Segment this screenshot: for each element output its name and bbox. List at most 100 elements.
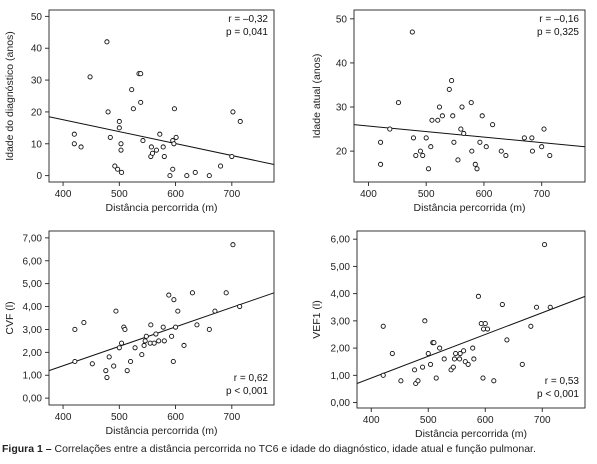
- figure-caption: Figura 1 – Correlações entre a distância…: [2, 443, 596, 455]
- data-point: [175, 308, 181, 314]
- data-point: [446, 86, 452, 92]
- data-point: [143, 333, 149, 339]
- caption-label: Figura 1 –: [2, 443, 52, 455]
- data-point: [115, 166, 121, 172]
- data-point: [378, 161, 384, 167]
- data-point: [503, 152, 509, 159]
- data-point: [119, 340, 125, 346]
- data-point: [139, 352, 145, 358]
- data-point: [395, 100, 402, 106]
- y-tick-label: 30: [336, 103, 348, 114]
- data-point: [142, 338, 148, 344]
- data-point: [89, 361, 95, 367]
- y-tick-label: 4,00: [23, 302, 43, 313]
- x-tick-label: 700: [223, 412, 240, 423]
- x-tick-label: 400: [55, 412, 72, 423]
- x-tick-label: 500: [420, 415, 437, 426]
- data-point: [451, 356, 458, 362]
- x-tick-label: 400: [55, 189, 72, 200]
- data-point: [106, 354, 112, 360]
- data-point: [479, 113, 485, 119]
- data-point: [118, 141, 124, 147]
- scatter-panel-4: 0,00 1,00 2,00 3,00 4,00 5,00 6,00 400 500 600 700…: [311, 230, 586, 440]
- x-tick-label: 600: [167, 412, 184, 423]
- data-point: [521, 135, 527, 141]
- data-point: [171, 106, 177, 112]
- data-point: [420, 152, 426, 159]
- plot-frame: [353, 9, 586, 183]
- data-point: [157, 131, 163, 137]
- data-point: [148, 322, 154, 328]
- data-point: [457, 356, 463, 362]
- y-tick-label: 30: [31, 76, 43, 87]
- data-point: [419, 364, 426, 370]
- x-tick-label: 600: [476, 189, 493, 200]
- data-point: [206, 173, 212, 179]
- y-tick-label: 0,00: [23, 394, 43, 405]
- y-tick-label: 1,00: [23, 371, 43, 382]
- data-point: [409, 29, 415, 35]
- data-point: [156, 338, 162, 344]
- y-axis-label: Idade do diagnóstico (anos): [4, 31, 16, 161]
- data-point: [138, 99, 144, 105]
- data-point: [455, 157, 461, 163]
- x-axis-label: Distância percorrida (m): [105, 202, 217, 214]
- data-point: [230, 109, 236, 115]
- data-point: [425, 350, 431, 357]
- correlation-r-label: r = –0,32: [228, 14, 268, 25]
- data-point: [539, 144, 545, 150]
- data-point: [113, 308, 119, 314]
- y-tick-label: 0,00: [331, 398, 351, 409]
- scatter-panel-2: 20 30 40 50 400 500 600 700 Distância percorrida…: [311, 9, 586, 214]
- data-point: [519, 361, 525, 367]
- data-point: [468, 100, 474, 106]
- y-tick-label: 20: [31, 107, 43, 118]
- data-point: [148, 144, 154, 150]
- data-point: [474, 166, 480, 172]
- plot-frame: [48, 9, 275, 183]
- correlation-r-label: r = 0,62: [234, 373, 269, 384]
- data-point: [230, 242, 236, 248]
- data-point: [104, 39, 110, 45]
- y-tick-label: 3,00: [23, 325, 43, 336]
- data-point: [166, 292, 172, 298]
- data-point: [129, 87, 135, 93]
- data-point: [427, 361, 434, 367]
- data-point: [124, 368, 130, 374]
- data-point: [480, 375, 486, 381]
- data-point: [72, 326, 78, 332]
- y-tick-label: 10: [31, 139, 43, 150]
- y-tick-label: 6,00: [331, 235, 351, 246]
- regression-line: [48, 116, 275, 165]
- data-point: [171, 141, 177, 147]
- scatter-panel-1: 0 10 20 30 40 50 400 500 600 700 Distância percorr…: [4, 9, 275, 214]
- data-point: [107, 134, 113, 140]
- plot-frame: [48, 230, 275, 406]
- data-point: [413, 152, 419, 159]
- y-tick-label: 2,00: [331, 344, 351, 355]
- data-point: [105, 109, 111, 115]
- data-point: [119, 169, 125, 175]
- y-tick-label: 2,00: [23, 348, 43, 359]
- data-point: [389, 350, 395, 357]
- data-point: [237, 118, 243, 125]
- y-axis-label: Idade atual (anos): [311, 54, 323, 139]
- data-point: [429, 117, 435, 123]
- data-point: [192, 169, 198, 175]
- data-point: [189, 290, 195, 296]
- data-point: [450, 113, 456, 119]
- data-point: [470, 345, 476, 351]
- p-value-label: p = 0,041: [226, 27, 268, 38]
- data-point: [173, 134, 179, 140]
- data-point: [387, 126, 393, 132]
- data-point: [458, 126, 464, 132]
- data-point: [72, 358, 78, 365]
- x-tick-label: 500: [111, 412, 128, 423]
- data-point: [465, 361, 471, 367]
- data-point: [475, 293, 481, 299]
- y-axis-label: VEF1 (l): [311, 300, 323, 339]
- data-point: [169, 333, 175, 339]
- data-point: [153, 147, 159, 153]
- y-tick-label: 5,00: [23, 279, 43, 290]
- data-point: [453, 350, 459, 357]
